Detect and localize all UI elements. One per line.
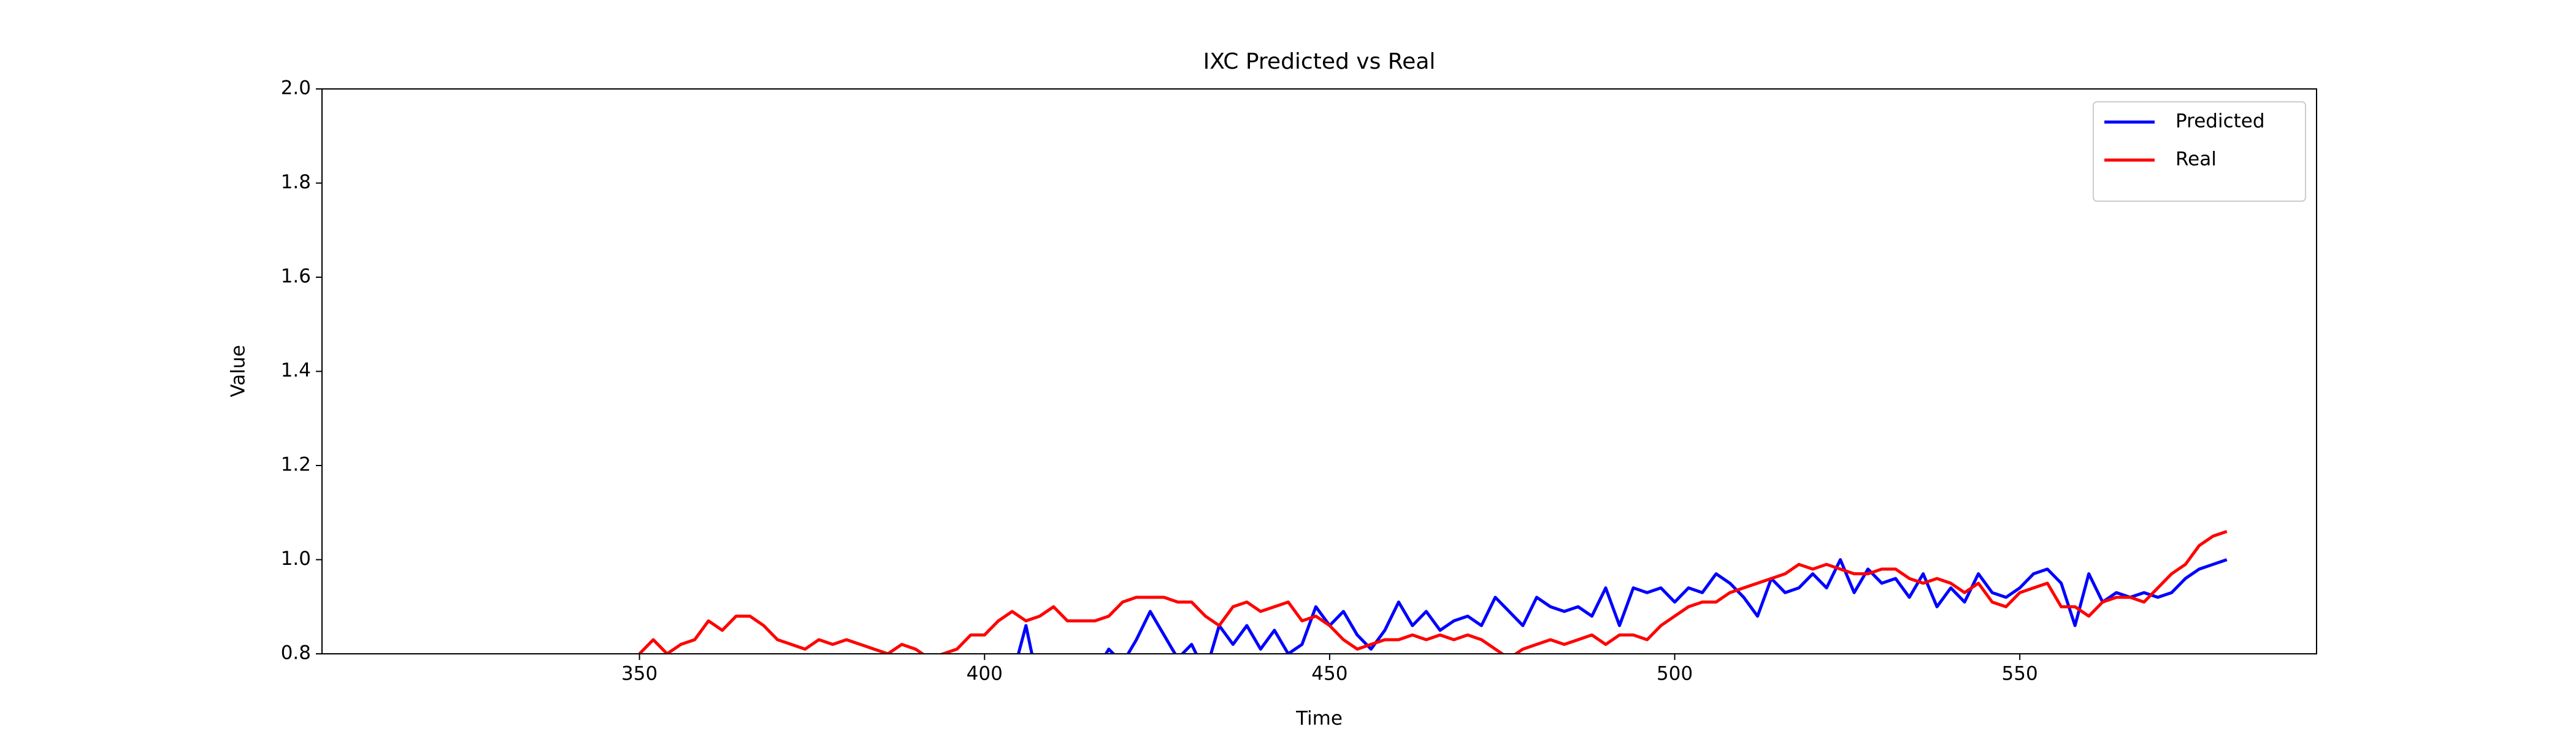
y-tick-label: 1.6 [281,266,311,288]
y-tick-label: 0.8 [281,642,311,664]
line-series [638,530,2228,654]
legend-label: Predicted [2175,110,2265,132]
y-tick-label: 1.0 [281,548,311,570]
x-tick-label: 450 [1311,663,1347,685]
y-tick-label: 1.8 [281,171,311,193]
chart-title: IXC Predicted vs Real [1203,49,1436,74]
y-tick-label: 1.4 [281,359,311,381]
x-tick-label: 550 [2002,663,2038,685]
x-tick-label: 400 [967,663,1003,685]
y-tick-label: 2.0 [281,77,311,99]
line-series [1016,558,2228,654]
y-tick-label: 1.2 [281,454,311,476]
x-axis-label: Time [1295,708,1343,730]
x-tick-label: 500 [1657,663,1693,685]
legend-label: Real [2175,148,2217,171]
legend-box [2093,101,2306,202]
plot-frame [321,88,2317,654]
x-tick-label: 350 [621,663,657,685]
y-axis-label: Value [228,345,250,397]
